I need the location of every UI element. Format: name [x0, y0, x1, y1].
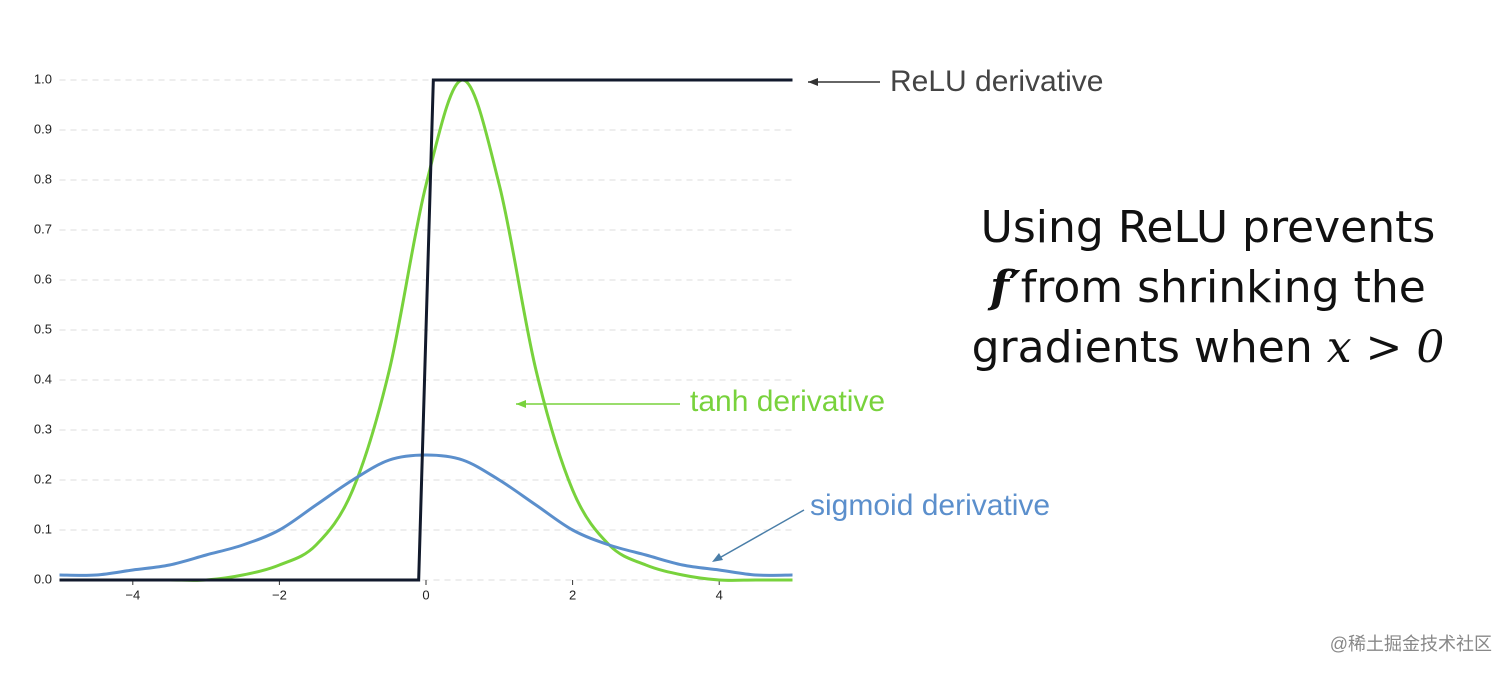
y-tick-label: 0.6 — [34, 271, 52, 286]
x-tick-label: 0 — [422, 587, 429, 602]
series-line — [59, 453, 793, 577]
sigmoid-arrow — [713, 509, 805, 562]
x-tick-label: −2 — [272, 587, 287, 602]
relu-label: ReLU derivative — [890, 65, 1103, 98]
sigmoid-arrowhead — [712, 553, 723, 562]
note-line3: gradients when x > 0 — [972, 322, 1445, 374]
note-line1: Using ReLU prevents — [981, 202, 1436, 253]
plot-lines — [59, 78, 793, 582]
watermark: @稀土掘金技术社区 — [1330, 634, 1492, 654]
sigmoid-label: sigmoid derivative — [810, 489, 1050, 522]
y-tick-label: 1.0 — [34, 71, 52, 86]
y-tick-label: 0.5 — [34, 321, 52, 336]
f-prime: f′ — [987, 262, 1021, 313]
grid: 0.0 0.1 0.2 0.3 0.4 0.5 0.6 0.7 0.8 0.9 1.0 −4 −2 0 2 4 — [34, 71, 793, 602]
x-tick-label: 2 — [569, 587, 576, 602]
y-tick-label: 0.8 — [34, 171, 52, 186]
x-tick-label: 4 — [716, 587, 723, 602]
tanh-arrowhead — [516, 400, 526, 408]
x-tick-label: −4 — [125, 587, 140, 602]
y-tick-label: 0.1 — [34, 521, 52, 536]
y-tick-label: 0.4 — [34, 371, 52, 386]
math: x > 0 — [1327, 322, 1445, 373]
note-line2: f′from shrinking the — [987, 262, 1426, 314]
note-text: from shrinking the — [1021, 262, 1426, 313]
series-line — [59, 78, 793, 582]
y-tick-label: 0.7 — [34, 221, 52, 236]
y-tick-label: 0.0 — [34, 571, 52, 586]
y-tick-label: 0.2 — [34, 471, 52, 486]
y-tick-label: 0.3 — [34, 421, 52, 436]
tanh-label: tanh derivative — [690, 385, 885, 418]
y-tick-label: 0.9 — [34, 121, 52, 136]
relu-arrowhead — [808, 78, 818, 86]
note-text: gradients when — [972, 322, 1327, 373]
